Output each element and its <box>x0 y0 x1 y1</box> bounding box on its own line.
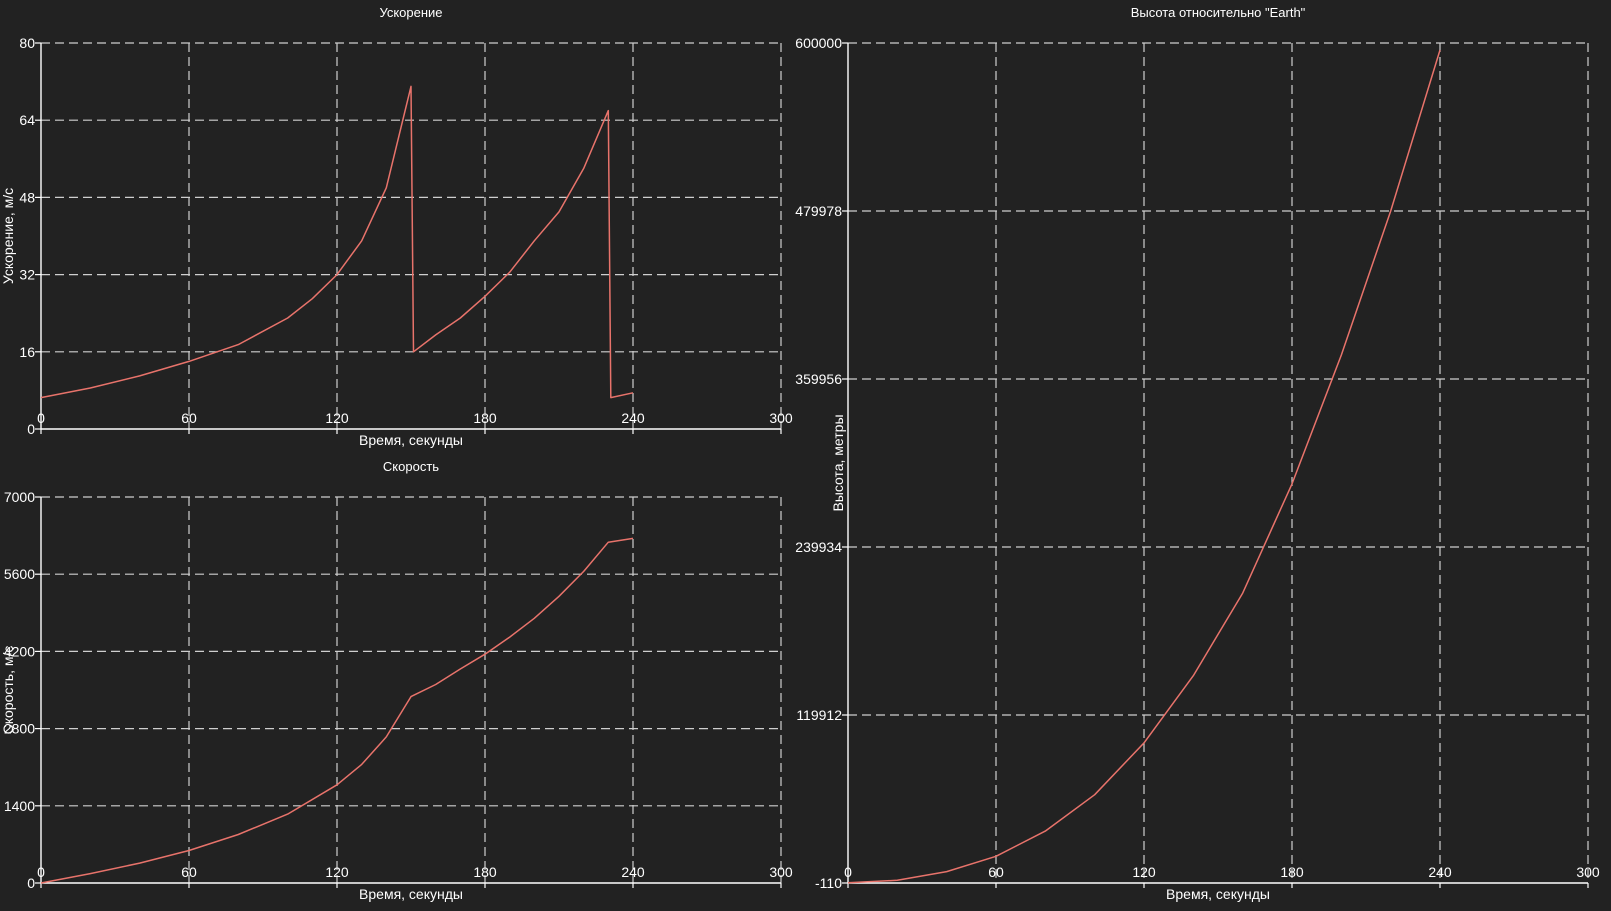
chart-title: Высота относительно "Earth" <box>1131 5 1306 20</box>
y-axis-label: Высота, метры <box>830 414 846 511</box>
chart-accel: Ускорение 0 16 32 48 64 80 0 60 120 180 240 300 Время… <box>0 5 793 448</box>
x-axis-label: Время, секунды <box>359 886 463 902</box>
x-tick-label: 120 <box>1132 864 1156 880</box>
x-tick-label: 180 <box>1280 864 1304 880</box>
x-tick-label: 300 <box>1576 864 1600 880</box>
x-tick-label: 240 <box>621 410 645 426</box>
y-tick-label: 16 <box>19 344 35 360</box>
x-axis-label: Время, секунды <box>359 432 463 448</box>
y-axis-label: Скорость, м/с <box>0 646 16 735</box>
x-tick-label: 300 <box>769 864 793 880</box>
y-tick-label: 1400 <box>4 798 35 814</box>
y-tick-label: 32 <box>19 267 35 283</box>
series-line <box>847 49 1441 884</box>
y-tick-label: 48 <box>19 189 35 205</box>
y-tick-label: 479978 <box>795 203 842 219</box>
x-tick-label: 60 <box>181 864 197 880</box>
x-tick-label: 0 <box>37 410 45 426</box>
x-tick-label: 0 <box>844 864 852 880</box>
y-tick-label: 600000 <box>795 35 842 51</box>
series-line <box>40 537 634 884</box>
x-tick-label: 60 <box>988 864 1004 880</box>
y-axis-label: Ускорение, м/с <box>0 188 16 284</box>
x-tick-label: 300 <box>769 410 793 426</box>
y-tick-label: 2800 <box>4 721 35 737</box>
y-tick-label: 239934 <box>795 539 842 555</box>
x-axis-label: Время, секунды <box>1166 886 1270 902</box>
y-tick-label: -110 <box>815 875 842 891</box>
y-tick-label: 0 <box>27 875 35 891</box>
y-tick-label: 64 <box>19 112 35 128</box>
x-tick-label: 240 <box>621 864 645 880</box>
y-tick-label: 359956 <box>795 371 842 387</box>
chart-title: Скорость <box>383 459 439 474</box>
x-tick-label: 120 <box>325 864 349 880</box>
x-tick-label: 120 <box>325 410 349 426</box>
y-tick-label: 80 <box>19 35 35 51</box>
x-tick-label: 180 <box>473 864 497 880</box>
chart-title: Ускорение <box>379 5 442 20</box>
y-tick-label: 0 <box>27 421 35 437</box>
x-tick-label: 180 <box>473 410 497 426</box>
x-tick-label: 60 <box>181 410 197 426</box>
chart-alt: Высота относительно "Earth" -110 119912 239… <box>795 5 1600 902</box>
x-tick-label: 240 <box>1428 864 1452 880</box>
y-tick-label: 4200 <box>4 643 35 659</box>
x-tick-label: 0 <box>37 864 45 880</box>
y-tick-label: 5600 <box>4 566 35 582</box>
y-tick-label: 119912 <box>796 707 842 723</box>
series-line <box>40 85 634 399</box>
y-tick-label: 7000 <box>4 489 35 505</box>
chart-speed: Скорость 0 1400 2800 4200 5600 7000 0 60 120 180 24… <box>0 459 793 902</box>
